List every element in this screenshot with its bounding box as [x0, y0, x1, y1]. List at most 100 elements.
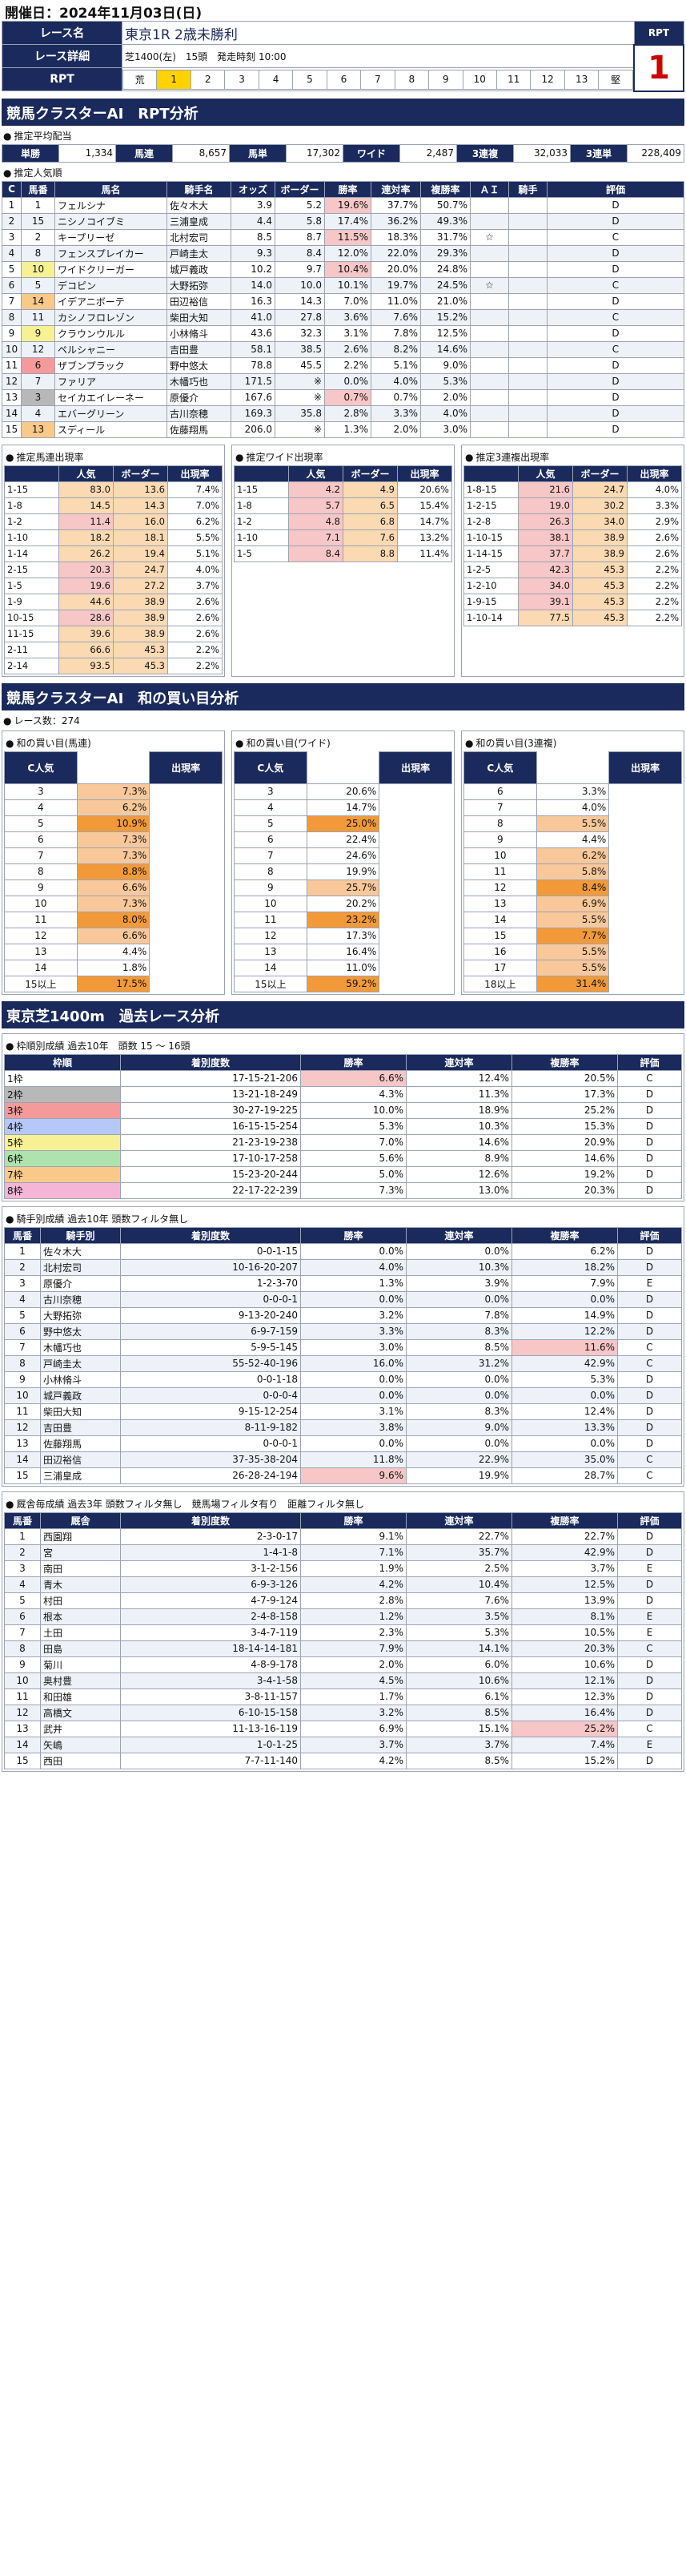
- trainer-cell: 村田: [40, 1592, 121, 1609]
- frame-header: 着別度数: [120, 1053, 301, 1071]
- jockey-cell: 12.2%: [511, 1322, 618, 1340]
- trainer-cell: 2.3%: [300, 1624, 407, 1641]
- popularity-cell: 2.2%: [324, 356, 371, 374]
- jockey-cell: 田辺裕信: [40, 1451, 121, 1468]
- jockey-cell: 0.0%: [406, 1387, 512, 1404]
- table-row: 15 13 スディール 佐藤翔馬 206.0 ※ 1.3% 2.0% 3.0% D: [2, 421, 684, 438]
- table-row: 16 5.5%: [463, 943, 682, 960]
- popularity-cell: 22.0%: [371, 244, 421, 262]
- mini-cell: 1-9-15: [463, 593, 519, 610]
- trainer-cell: 14.1%: [406, 1640, 512, 1657]
- trainer-cell: 12.1%: [511, 1672, 618, 1689]
- sum-header: 出現率: [379, 751, 452, 784]
- mini-header: 人気: [288, 465, 343, 482]
- popularity-cell: [470, 260, 509, 278]
- rpt-slot: 8: [394, 69, 430, 90]
- page: 開催日：2024年11月03日(日) レース名 東京1R 2歳未勝利 RPT レ…: [0, 0, 686, 1772]
- popularity-cell: D: [547, 405, 684, 422]
- sum-total: 13: [463, 895, 537, 912]
- trainer-cell: 7-7-11-140: [120, 1752, 301, 1769]
- jockey-cell: 佐々木大: [40, 1242, 121, 1260]
- table-row: 13 武井 11-13-16-119 6.9% 15.1% 25.2% C: [4, 1720, 682, 1737]
- trainer-cell: D: [617, 1704, 682, 1721]
- table-row: 1 1 フェルシナ 佐々木大 3.9 5.2 19.6% 37.7% 50.7% D: [2, 196, 684, 214]
- trainer-cell: 6: [4, 1608, 41, 1625]
- mini-cell: 3.3%: [627, 497, 682, 514]
- trainer-cell: E: [617, 1736, 682, 1753]
- jockey-cell: 11.6%: [511, 1338, 618, 1356]
- popularity-cell: ニシノコイブミ: [54, 212, 167, 230]
- table-row: 6 7.3%: [4, 831, 223, 848]
- table-row: 14 矢嶋 1-0-1-25 3.7% 3.7% 7.4% E: [4, 1736, 682, 1753]
- rpt-slot: 5: [292, 69, 327, 90]
- table-row: 11 6 ザブンプラック 野中悠太 78.8 45.5 2.2% 5.1% 9.0% D: [2, 356, 684, 374]
- rpt-label: RPT: [2, 67, 122, 91]
- popularity-cell: [508, 212, 548, 230]
- popularity-cell: 24.5%: [420, 276, 471, 294]
- frame-cell: 20.3%: [511, 1181, 618, 1199]
- jockey-cell: 5: [4, 1306, 41, 1324]
- popularity-cell: 田辺裕信: [166, 292, 231, 310]
- trainer-cell: 2.8%: [300, 1592, 407, 1609]
- popularity-cell: 4: [2, 244, 22, 262]
- sum-rate: 24.6%: [306, 847, 380, 864]
- table-row: 4 6.2%: [4, 799, 223, 816]
- frame-cell: 3枠: [4, 1101, 121, 1119]
- jockey-cell: 13.3%: [511, 1419, 618, 1436]
- rpt-analysis-title: 競馬クラスターAI RPT分析: [2, 98, 684, 126]
- popularity-cell: 吉田豊: [166, 340, 231, 358]
- sum-total: 10: [463, 847, 537, 864]
- frame-cell: 10.3%: [406, 1117, 512, 1135]
- sum-rate: 8.4%: [536, 879, 610, 896]
- trainer-cell: 25.2%: [511, 1720, 618, 1737]
- jockey-cell: 野中悠太: [40, 1322, 121, 1340]
- jockey-cell: 9.6%: [300, 1467, 407, 1484]
- trainer-cell: 青木: [40, 1576, 121, 1593]
- table-row: 2-14 93.5 45.3 2.2%: [4, 657, 223, 674]
- table-row: 10 7.3%: [4, 895, 223, 912]
- table-row: 1 佐々木大 0-0-1-15 0.0% 0.0% 6.2% D: [4, 1242, 682, 1260]
- popularity-cell: ☆: [470, 276, 509, 294]
- table-row: 14 田辺裕信 37-35-38-204 11.8% 22.9% 35.0% C: [4, 1451, 682, 1468]
- popularity-cell: 北村宏司: [166, 228, 231, 246]
- sum-rate: 5.5%: [536, 943, 610, 960]
- sum-rate: 20.2%: [306, 895, 380, 912]
- table-row: 2枠 13-21-18-249 4.3% 11.3% 17.3% D: [4, 1085, 682, 1103]
- jockey-cell: 10-16-20-207: [120, 1258, 301, 1276]
- popularity-cell: 36.2%: [371, 212, 421, 230]
- popularity-cell: 19.7%: [371, 276, 421, 294]
- popularity-cell: 3: [2, 228, 22, 246]
- jockey-cell: 15: [4, 1467, 41, 1484]
- popularity-cell: 11.5%: [324, 228, 371, 246]
- mini-cell: 24.7: [572, 481, 628, 498]
- table-row: 3枠 30-27-19-225 10.0% 18.9% 25.2% D: [4, 1101, 682, 1119]
- frame-cell: 12.6%: [406, 1165, 512, 1183]
- popularity-cell: デコピン: [54, 276, 167, 294]
- trainer-cell: 4: [4, 1576, 41, 1593]
- table-row: 8 戸崎圭太 55-52-40-196 16.0% 31.2% 42.9% C: [4, 1354, 682, 1372]
- trainer-cell: 5: [4, 1592, 41, 1609]
- popularity-cell: 8.7: [275, 228, 325, 246]
- popularity-cell: 原優介: [166, 388, 231, 406]
- sum-header: C人気: [234, 751, 307, 784]
- frame-cell: 17.3%: [511, 1085, 618, 1103]
- sum-total: 17: [463, 959, 537, 976]
- sum-rate: 19.9%: [306, 863, 380, 880]
- rpt-slot: 1: [156, 69, 191, 90]
- popularity-cell: イデアニボーテ: [54, 292, 167, 310]
- jockey-cell: 8.3%: [406, 1322, 512, 1340]
- popularity-cell: 10.4%: [324, 260, 371, 278]
- payout-table: 単勝 1,334 馬連 8,657 馬単 17,302 ワイド 2,487 3連複 32,033 3…: [2, 143, 684, 163]
- frame-cell: D: [617, 1117, 682, 1135]
- popularity-header: ＡＩ: [470, 180, 509, 198]
- popularity-cell: [470, 308, 509, 326]
- jockey-cell: 0.0%: [406, 1435, 512, 1452]
- mini-cell: 1-15: [234, 481, 289, 498]
- popularity-cell: 49.3%: [420, 212, 471, 230]
- trainer-cell: 35.7%: [406, 1544, 512, 1561]
- table-row: 3 原優介 1-2-3-70 1.3% 3.9% 7.9% E: [4, 1274, 682, 1292]
- mini-cell: 2.6%: [167, 593, 223, 610]
- payout-type: 3連複: [456, 143, 514, 163]
- payout-value: 228,409: [627, 143, 684, 163]
- trainer-cell: 13.9%: [511, 1592, 618, 1609]
